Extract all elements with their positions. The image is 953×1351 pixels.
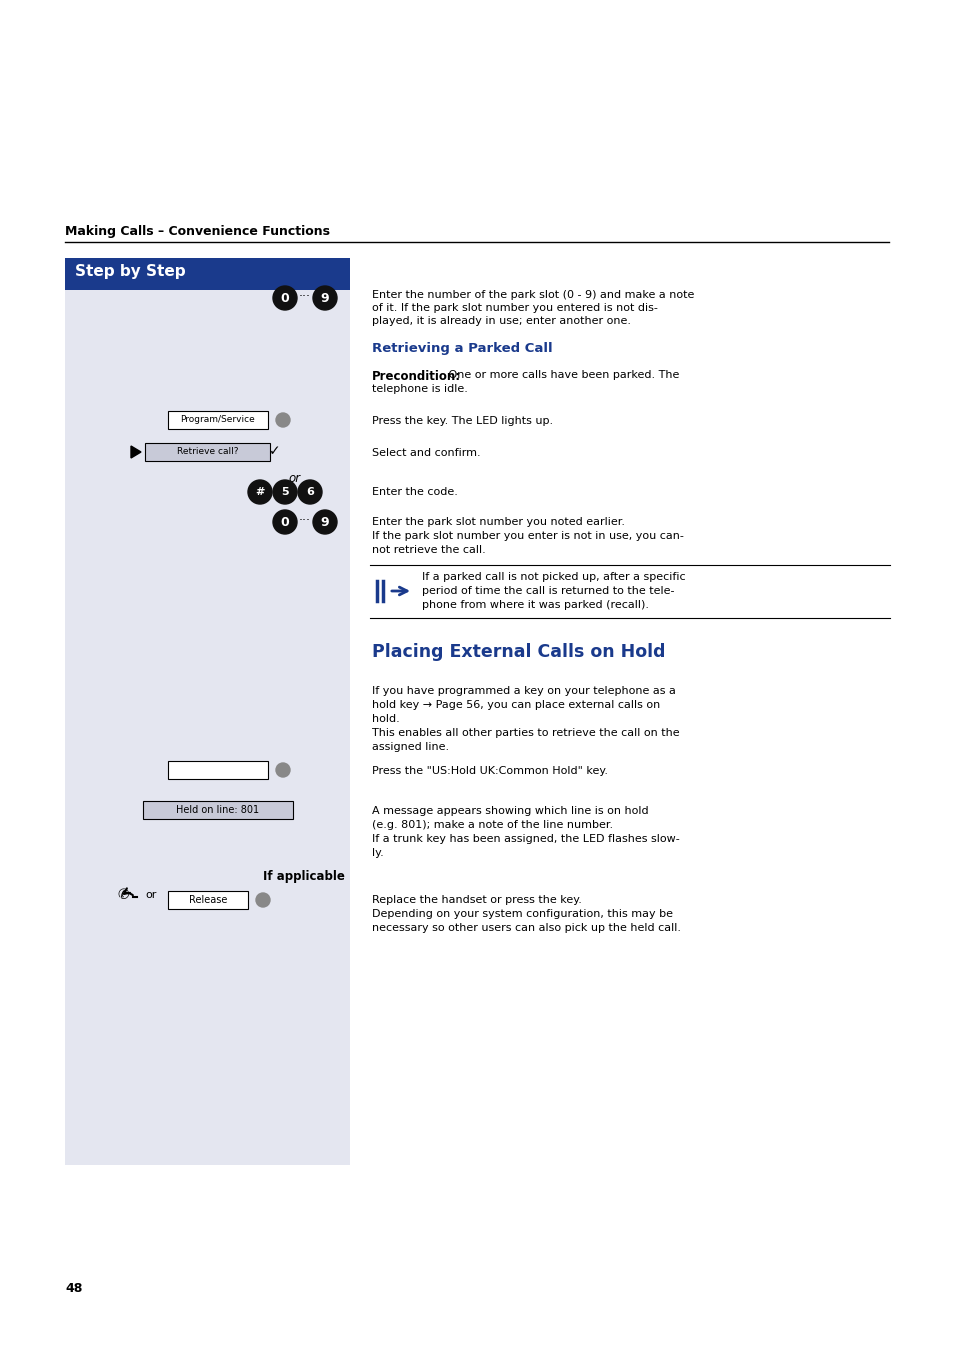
Text: A message appears showing which line is on hold: A message appears showing which line is …: [372, 807, 648, 816]
Bar: [65, 258, 350, 290]
Text: Placing External Calls on Hold: Placing External Calls on Hold: [372, 643, 665, 661]
Text: played, it is already in use; enter another one.: played, it is already in use; enter anot…: [372, 316, 630, 326]
Circle shape: [248, 480, 272, 504]
Circle shape: [273, 509, 296, 534]
Circle shape: [275, 763, 290, 777]
Text: Depending on your system configuration, this may be: Depending on your system configuration, …: [372, 909, 672, 919]
Text: Retrieving a Parked Call: Retrieving a Parked Call: [372, 342, 552, 355]
Circle shape: [313, 509, 336, 534]
Text: This enables all other parties to retrieve the call on the: This enables all other parties to retrie…: [372, 728, 679, 738]
Text: hold.: hold.: [372, 713, 399, 724]
Circle shape: [255, 893, 270, 907]
Bar: [168, 892, 248, 909]
Text: 5: 5: [281, 486, 289, 497]
Circle shape: [275, 413, 290, 427]
Text: telephone is idle.: telephone is idle.: [372, 384, 467, 394]
Text: Making Calls – Convenience Functions: Making Calls – Convenience Functions: [65, 226, 330, 238]
Text: #: #: [255, 486, 264, 497]
Circle shape: [273, 286, 296, 309]
Text: If a parked call is not picked up, after a specific: If a parked call is not picked up, after…: [421, 571, 685, 582]
Text: One or more calls have been parked. The: One or more calls have been parked. The: [444, 370, 679, 380]
Text: or: or: [145, 890, 156, 900]
Bar: [65, 258, 350, 1165]
Text: 6: 6: [306, 486, 314, 497]
Text: 48: 48: [65, 1282, 82, 1296]
Text: 0: 0: [280, 292, 289, 304]
Text: ly.: ly.: [372, 848, 383, 858]
Text: (e.g. 801); make a note of the line number.: (e.g. 801); make a note of the line numb…: [372, 820, 613, 830]
Text: necessary so other users can also pick up the held call.: necessary so other users can also pick u…: [372, 923, 680, 934]
Text: Replace the handset or press the key.: Replace the handset or press the key.: [372, 894, 581, 905]
Text: ✓: ✓: [269, 444, 280, 458]
Text: Retrieve call?: Retrieve call?: [176, 447, 238, 457]
Text: If a trunk key has been assigned, the LED flashes slow-: If a trunk key has been assigned, the LE…: [372, 834, 679, 844]
Text: If applicable: If applicable: [263, 870, 345, 884]
Text: Step by Step: Step by Step: [75, 263, 186, 280]
Polygon shape: [131, 446, 141, 458]
Bar: [168, 411, 268, 430]
Circle shape: [297, 480, 322, 504]
Text: 9: 9: [320, 292, 329, 304]
Circle shape: [273, 480, 296, 504]
Circle shape: [313, 286, 336, 309]
Text: Program/Service: Program/Service: [180, 416, 255, 424]
Text: 9: 9: [320, 516, 329, 528]
Text: assigned line.: assigned line.: [372, 742, 449, 753]
Text: or: or: [289, 471, 301, 485]
Text: not retrieve the call.: not retrieve the call.: [372, 544, 485, 555]
Text: 0: 0: [280, 516, 289, 528]
Text: Enter the number of the park slot (0 - 9) and make a note: Enter the number of the park slot (0 - 9…: [372, 290, 694, 300]
Text: If you have programmed a key on your telephone as a: If you have programmed a key on your tel…: [372, 686, 675, 696]
Text: phone from where it was parked (recall).: phone from where it was parked (recall).: [421, 600, 648, 611]
Text: Press the "US:Hold UK:Common Hold" key.: Press the "US:Hold UK:Common Hold" key.: [372, 766, 607, 775]
Bar: [143, 801, 293, 819]
Text: Enter the park slot number you noted earlier.: Enter the park slot number you noted ear…: [372, 517, 624, 527]
Text: Enter the code.: Enter the code.: [372, 486, 457, 497]
Bar: [168, 761, 268, 780]
Text: ✆: ✆: [117, 888, 129, 902]
Text: Select and confirm.: Select and confirm.: [372, 449, 480, 458]
Text: Precondition:: Precondition:: [372, 370, 460, 382]
Text: Press the key. The LED lights up.: Press the key. The LED lights up.: [372, 416, 553, 426]
Text: hold key → Page 56, you can place external calls on: hold key → Page 56, you can place extern…: [372, 700, 659, 711]
Text: of it. If the park slot number you entered is not dis-: of it. If the park slot number you enter…: [372, 303, 658, 313]
Bar: [145, 443, 270, 461]
Text: period of time the call is returned to the tele-: period of time the call is returned to t…: [421, 586, 674, 596]
Text: ...: ...: [298, 511, 311, 523]
Text: If the park slot number you enter is not in use, you can-: If the park slot number you enter is not…: [372, 531, 683, 540]
Text: Held on line: 801: Held on line: 801: [176, 805, 259, 815]
Text: ...: ...: [298, 286, 311, 300]
Text: Release: Release: [189, 894, 227, 905]
